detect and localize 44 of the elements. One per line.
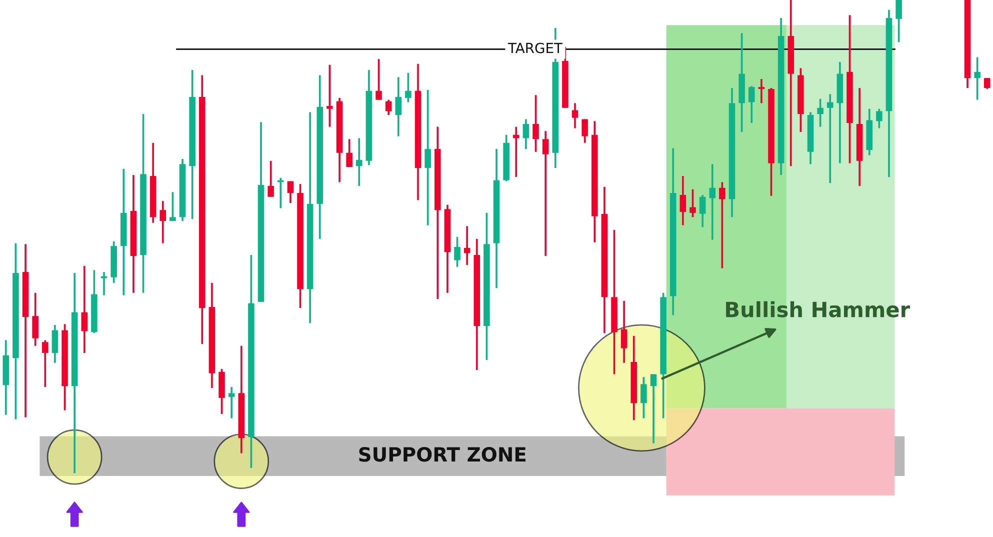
candlestick: [748, 85, 755, 124]
candlestick: [542, 130, 549, 257]
candlestick: [826, 93, 834, 184]
candlestick: [81, 264, 88, 354]
candlestick: [376, 58, 382, 101]
candlestick: [984, 77, 990, 90]
candlestick: [454, 236, 460, 268]
candlestick: [699, 194, 706, 228]
candlestick: [876, 108, 882, 130]
candlestick: [228, 386, 235, 420]
annotation: Bullish Hammer: [726, 301, 910, 318]
candlestick: [424, 88, 431, 226]
candlestick: [287, 180, 294, 204]
candlestick: [690, 188, 696, 218]
candlestick: [680, 175, 686, 226]
candlestick: [268, 160, 274, 198]
candlestick: [709, 163, 716, 241]
candlestick: [582, 118, 588, 144]
candlestick: [395, 76, 402, 138]
candlestick: [620, 300, 628, 364]
candlestick: [532, 94, 539, 153]
candlestick: [640, 376, 647, 420]
candlestick: [405, 72, 412, 104]
candlestick: [32, 292, 38, 347]
candlestick: [650, 373, 657, 444]
candlestick: [346, 138, 352, 168]
candlestick: [512, 126, 520, 178]
candlestick: [160, 200, 166, 244]
candlestick: [52, 324, 58, 364]
candlestick: [896, 0, 902, 44]
candlestick: [356, 137, 362, 187]
candlestick: [572, 102, 578, 130]
candlestick: [326, 64, 333, 128]
ref-line-label: TARGET: [508, 42, 563, 54]
candlestick: [522, 118, 530, 150]
candlestick: [464, 225, 470, 266]
candlestick: [974, 56, 980, 101]
candlestick: [42, 339, 48, 388]
band-label: SUPPORT ZONE: [359, 447, 526, 462]
candlestick: [719, 181, 726, 270]
candlestick: [385, 98, 392, 116]
candlestick: [170, 191, 176, 222]
candlestick: [817, 98, 824, 128]
candlestick: [758, 78, 765, 104]
